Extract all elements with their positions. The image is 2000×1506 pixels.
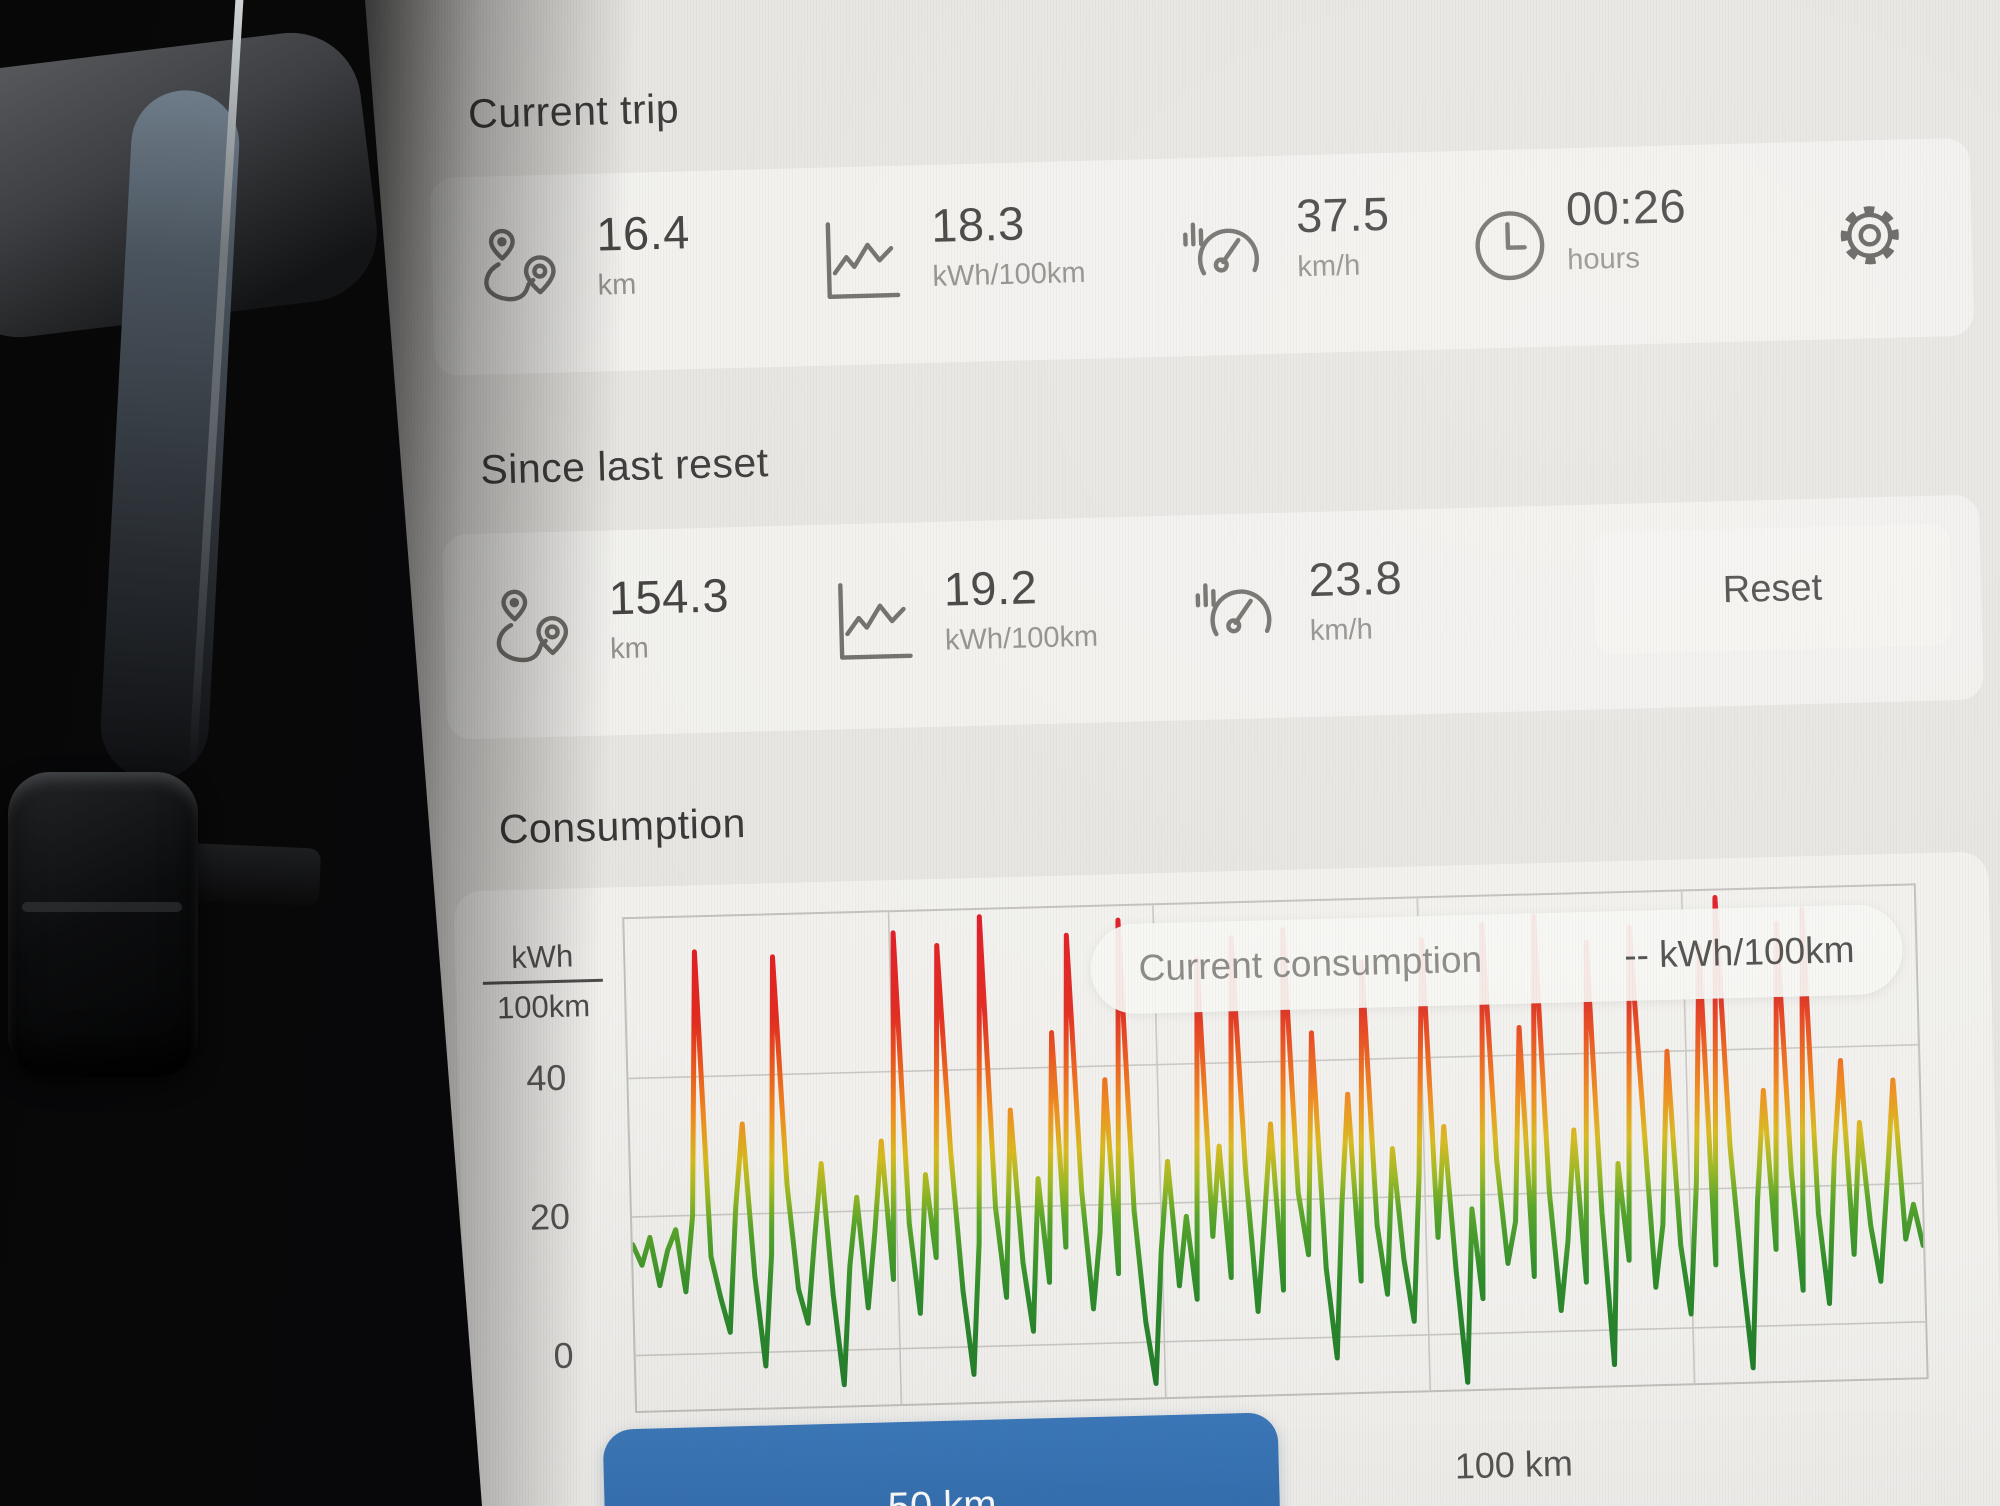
y-tick-40: 40 — [525, 1056, 567, 1099]
trip-distance-unit: km — [597, 268, 637, 302]
legend-series-label: Current consumption — [1138, 938, 1483, 989]
since-last-reset-title: Since last reset — [479, 439, 770, 493]
trend-chart-icon — [828, 574, 916, 672]
adjuster-knob — [8, 772, 198, 1077]
legend-current-value: -- kWh/100km — [1623, 928, 1855, 976]
reset-consumption-unit: kWh/100km — [944, 620, 1099, 657]
reset-consumption-stat: 19.2 kWh/100km — [943, 558, 1099, 658]
trip-consumption-value: 18.3 — [930, 196, 1026, 252]
settings-button[interactable] — [1815, 180, 1925, 290]
trip-consumption-stat: 18.3 kWh/100km — [930, 194, 1086, 294]
gear-icon — [1840, 206, 1899, 265]
since-last-reset-card: 154.3 km 19.2 kWh/100km — [442, 494, 1984, 740]
speedometer-icon — [1176, 204, 1264, 302]
consumption-title: Consumption — [498, 799, 747, 853]
y-axis-unit-numerator: kWh — [510, 938, 574, 976]
trip-speed-unit: km/h — [1296, 249, 1361, 284]
range-50km-button[interactable]: 50 km — [602, 1412, 1282, 1506]
reset-button[interactable]: Reset — [1592, 523, 1953, 655]
current-trip-title: Current trip — [467, 85, 680, 137]
trend-chart-icon — [816, 214, 904, 312]
reset-distance-value: 154.3 — [608, 568, 730, 625]
y-axis-unit-denominator: 100km — [482, 978, 605, 1029]
range-100km-button[interactable]: 100 km — [1454, 1442, 1574, 1487]
reset-distance-stat: 154.3 km — [608, 567, 731, 666]
current-trip-card: 16.4 km 18.3 kWh/100km — [429, 137, 1975, 376]
consumption-card: kWh 100km 40 20 0 — [453, 851, 2000, 1506]
reset-distance-unit: km — [609, 632, 650, 666]
route-icon — [488, 583, 576, 681]
reset-speed-unit: km/h — [1309, 613, 1374, 648]
trip-time-value: 00:26 — [1565, 179, 1687, 236]
route-icon — [476, 223, 564, 321]
trip-time-stat: 00:26 hours — [1565, 178, 1688, 277]
y-tick-0: 0 — [553, 1334, 575, 1377]
reset-speed-value: 23.8 — [1307, 550, 1403, 607]
trip-consumption-unit: kWh/100km — [932, 256, 1086, 293]
trip-speed-value: 37.5 — [1295, 186, 1391, 243]
speedometer-icon — [1188, 565, 1276, 663]
trip-distance-stat: 16.4 km — [596, 204, 692, 302]
trip-time-unit: hours — [1566, 242, 1641, 277]
y-tick-20: 20 — [529, 1195, 571, 1238]
reset-consumption-value: 19.2 — [943, 560, 1038, 616]
trip-distance-value: 16.4 — [595, 205, 691, 261]
knob-groove — [22, 902, 182, 912]
reset-speed-stat: 23.8 km/h — [1308, 550, 1404, 648]
clock-icon — [1466, 197, 1554, 295]
trip-speed-stat: 37.5 km/h — [1295, 186, 1391, 284]
infotainment-screen: Current trip 16.4 km — [240, 0, 2000, 1506]
y-axis-unit: kWh 100km — [482, 936, 605, 1029]
